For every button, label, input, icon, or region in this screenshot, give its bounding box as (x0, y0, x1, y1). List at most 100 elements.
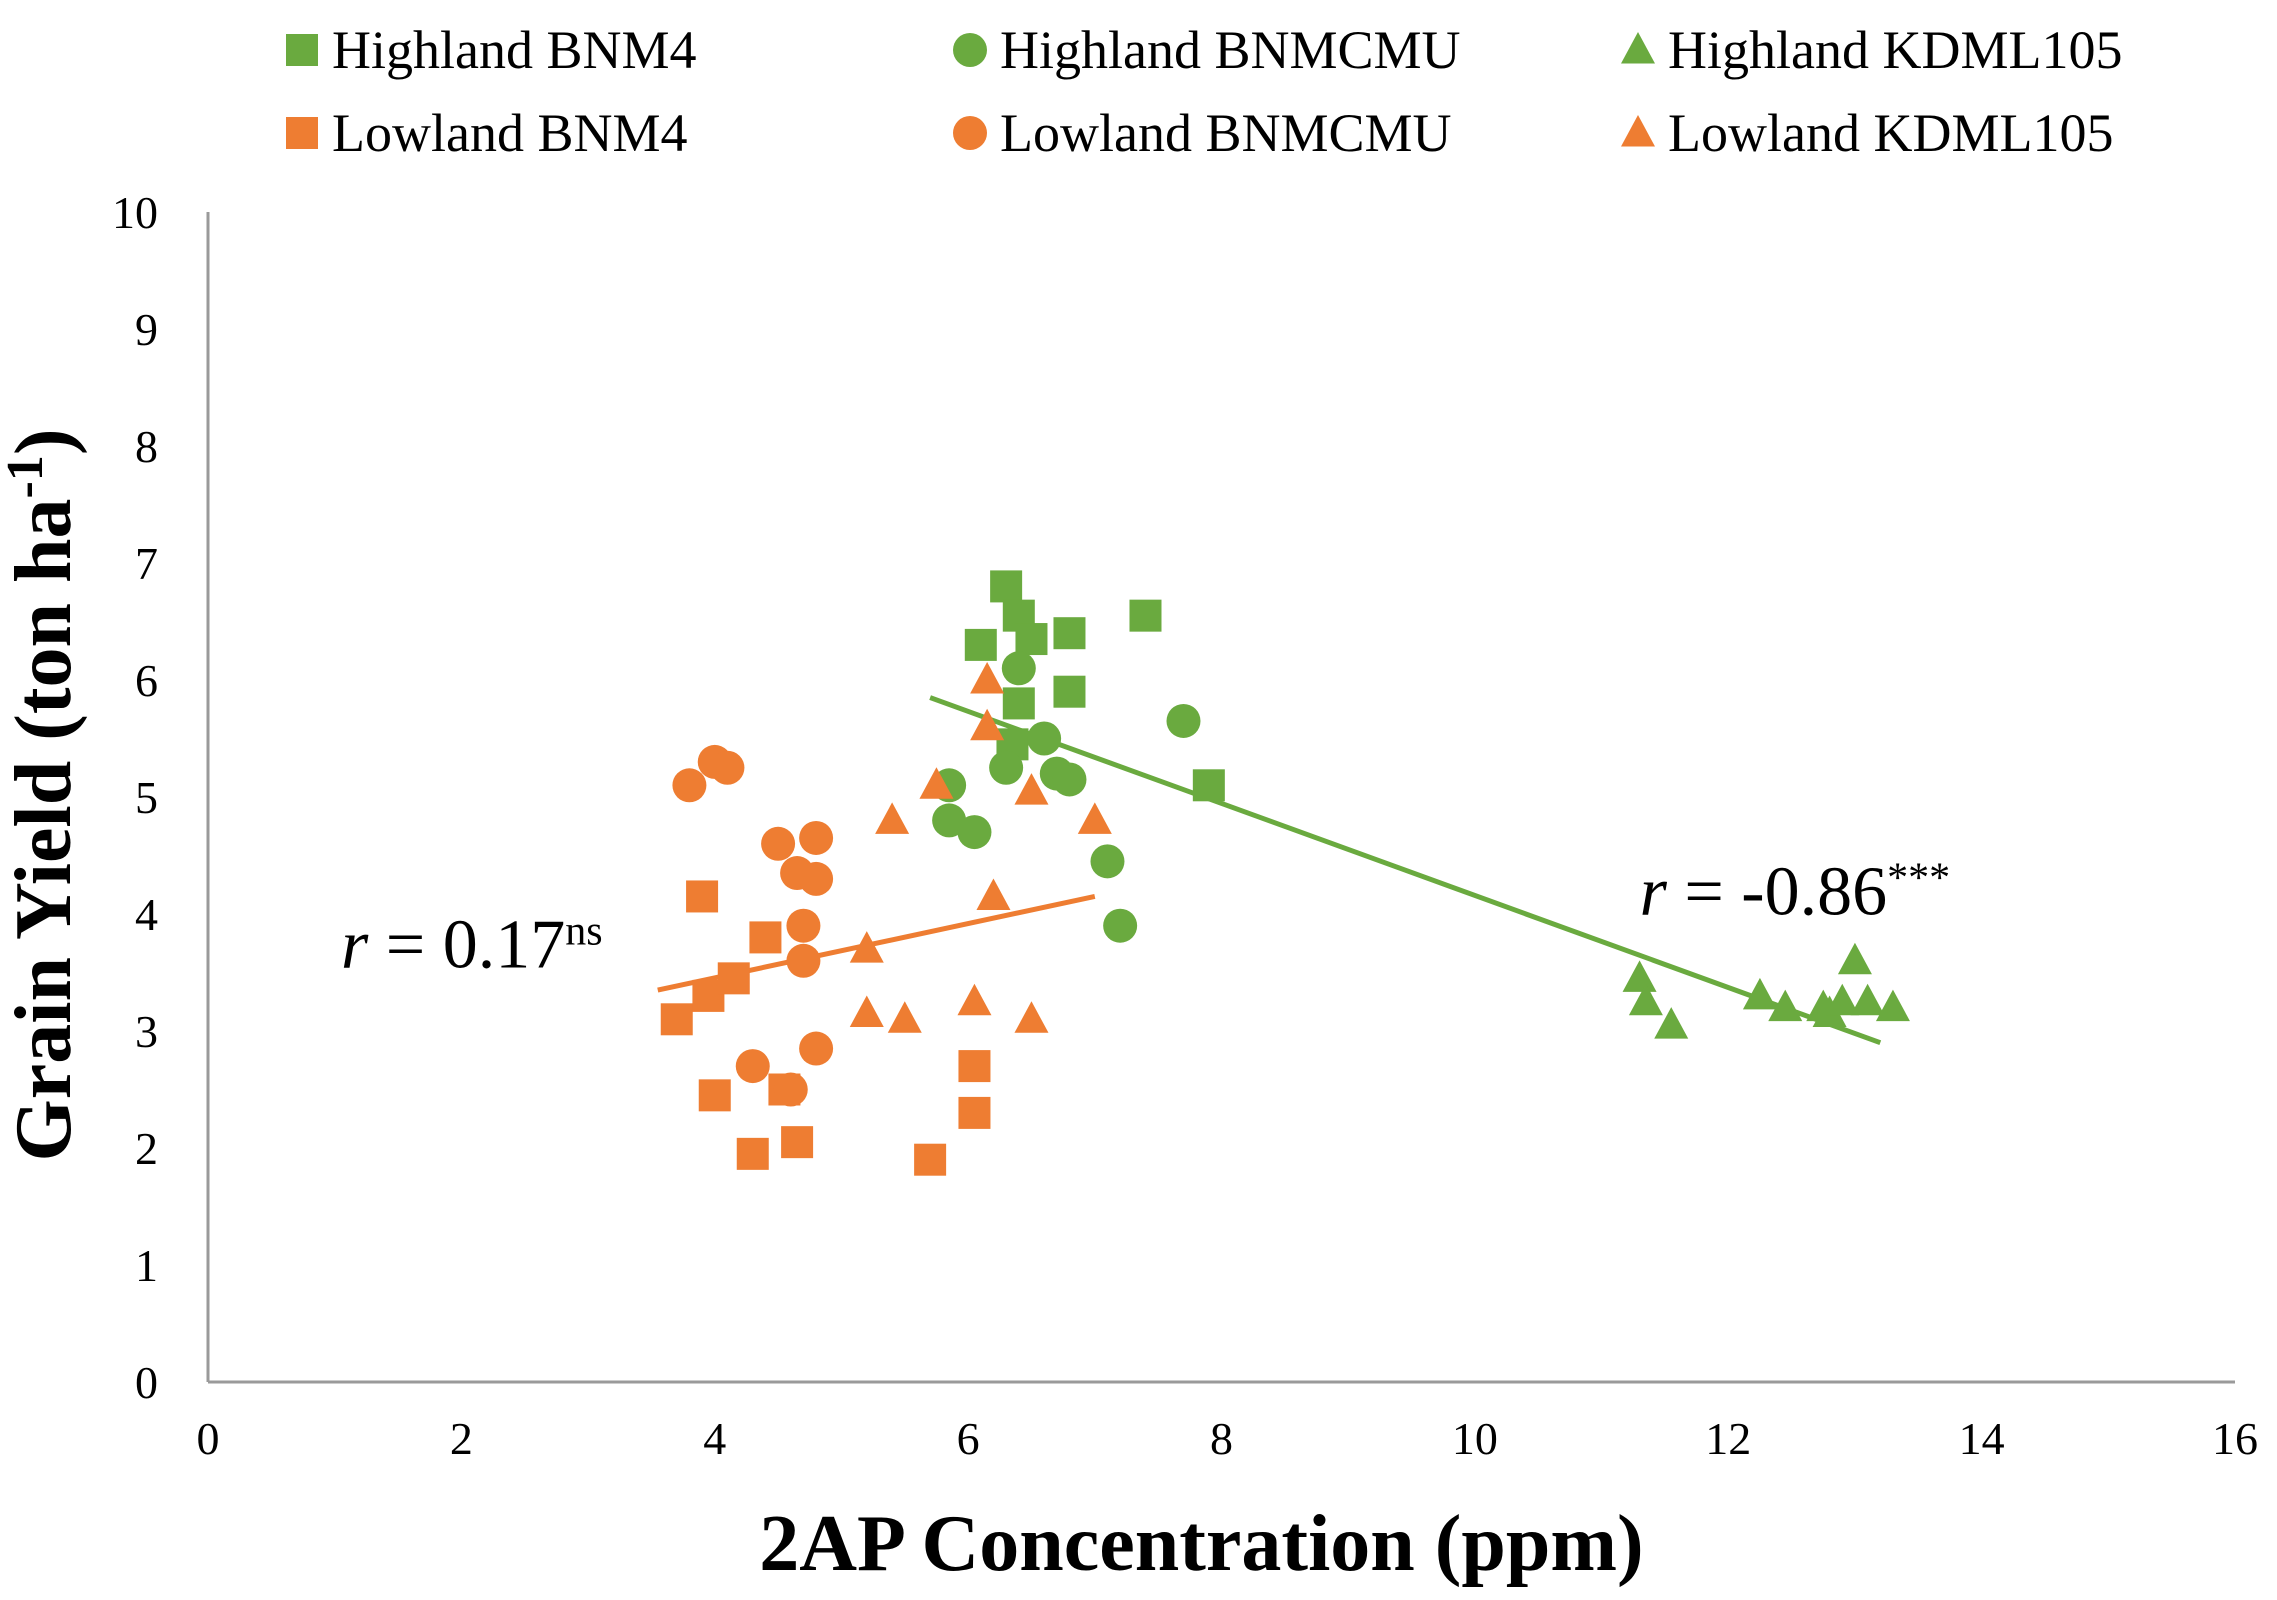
legend-marker (1621, 32, 1655, 64)
annotations: r = 0.17ns r = -0.86*** (341, 854, 1950, 984)
data-point (1002, 687, 1035, 720)
legend-marker (953, 116, 987, 150)
legend-label: Lowland BNM4 (332, 103, 687, 163)
y-tick-label: 3 (135, 1006, 158, 1057)
trendline (929, 695, 1882, 1046)
data-point (887, 1001, 922, 1033)
data-point (976, 878, 1011, 910)
legend-item: Lowland BNM4 (286, 103, 687, 163)
data-point (773, 1072, 808, 1107)
data-point (1015, 623, 1048, 656)
data-point (1850, 983, 1885, 1016)
data-point (1014, 1001, 1049, 1033)
y-tick-label: 5 (135, 772, 158, 823)
x-tick-label: 8 (1210, 1413, 1233, 1464)
data-point (749, 921, 782, 954)
legend-item: Highland BNM4 (286, 20, 697, 80)
data-point (1001, 651, 1036, 686)
legend-label: Lowland BNMCMU (1000, 103, 1452, 163)
x-tick-label: 10 (1452, 1413, 1498, 1464)
data-point (849, 995, 884, 1027)
data-point (989, 750, 1024, 785)
data-point (990, 570, 1023, 603)
legend-marker (1621, 115, 1655, 147)
data-point (957, 815, 992, 850)
data-point (717, 962, 750, 995)
y-tick-label: 10 (112, 187, 158, 238)
data-point (1742, 977, 1777, 1010)
y-axis-title-sup: -1 (0, 455, 54, 498)
legend-item: Highland BNMCMU (953, 20, 1461, 80)
data-point (849, 931, 884, 963)
data-point (914, 1143, 947, 1176)
data-point (970, 662, 1005, 694)
data-point (1654, 1007, 1689, 1039)
legend-label: Highland BNMCMU (1000, 20, 1461, 80)
y-tick-label: 1 (135, 1240, 158, 1291)
y-tick-label: 9 (135, 304, 158, 355)
data-point (1014, 773, 1049, 805)
data-point (1768, 989, 1803, 1022)
significance: *** (1887, 856, 1950, 902)
y-tick-label: 7 (135, 538, 158, 589)
data-point (1077, 802, 1112, 834)
legend-item: Lowland KDML105 (1621, 103, 2113, 163)
data-point (786, 943, 821, 978)
x-axis-title: 2AP Concentration (ppm) (759, 1500, 1643, 1588)
data-point (672, 768, 707, 803)
y-tick-label: 0 (135, 1357, 158, 1408)
data-point (1837, 942, 1872, 975)
r-symbol: r (1640, 854, 1668, 931)
x-tick-label: 16 (2212, 1413, 2258, 1464)
x-tick-label: 12 (1705, 1413, 1751, 1464)
data-point (1053, 617, 1086, 650)
data-point (1027, 721, 1062, 756)
y-axis-title-close: ) (0, 429, 88, 456)
data-point (964, 628, 997, 661)
data-point (761, 826, 796, 861)
legend-item: Lowland BNMCMU (953, 103, 1452, 163)
legend-item: Highland KDML105 (1621, 20, 2122, 80)
y-tick-label: 2 (135, 1123, 158, 1174)
data-point (799, 861, 834, 896)
x-tick-label: 6 (957, 1413, 980, 1464)
data-point (875, 802, 910, 834)
data-point (1825, 983, 1860, 1016)
data-point (781, 1126, 814, 1159)
y-axis-title-main: Grain Yield (ton ha (0, 498, 88, 1161)
data-point (958, 1096, 991, 1129)
r-symbol: r (341, 906, 369, 983)
x-tick-label: 14 (1959, 1413, 2005, 1464)
legend-label: Highland BNM4 (332, 20, 697, 80)
legend-label: Highland KDML105 (1668, 20, 2122, 80)
data-point (1192, 769, 1225, 802)
legend-marker (953, 33, 987, 67)
data-point (958, 1050, 991, 1083)
significance: ns (565, 908, 602, 954)
data-point (1628, 983, 1663, 1016)
correlation-label: r = -0.86*** (1640, 854, 1951, 931)
data-point (799, 820, 834, 855)
y-tick-label: 6 (135, 655, 158, 706)
data-point (686, 880, 719, 913)
data-point (919, 767, 954, 799)
data-point (786, 908, 821, 943)
data-point (932, 803, 967, 838)
legend-marker (286, 117, 318, 149)
data-point (1053, 675, 1086, 708)
legend-label: Lowland KDML105 (1668, 103, 2113, 163)
y-axis-title: Grain Yield (ton ha-1) (0, 429, 88, 1162)
data-points (660, 570, 1910, 1176)
data-point (1875, 989, 1910, 1022)
r-value: = 0.17 (368, 906, 565, 983)
data-point (735, 1049, 770, 1084)
x-tick-label: 2 (450, 1413, 473, 1464)
y-tick-label: 4 (135, 889, 158, 940)
data-point (1103, 908, 1138, 943)
data-point (1622, 960, 1657, 992)
data-point (1129, 599, 1162, 632)
r-value: = -0.86 (1667, 854, 1887, 931)
x-tick-label: 4 (703, 1413, 726, 1464)
